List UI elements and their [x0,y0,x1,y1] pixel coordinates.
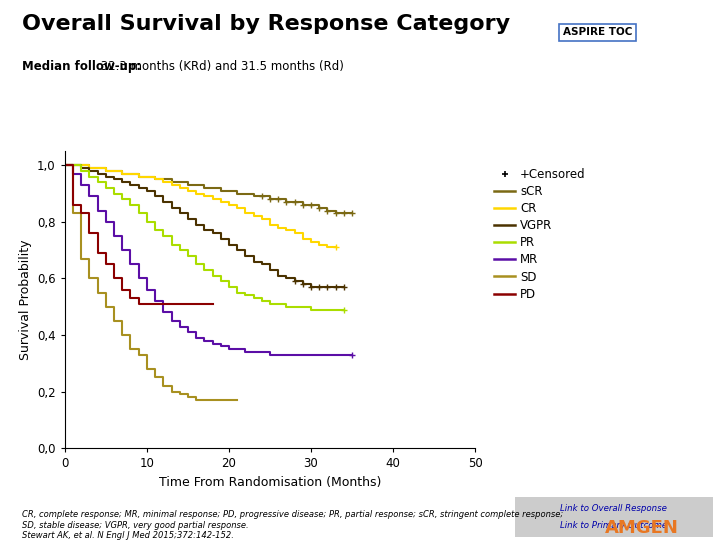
Text: ASPIRE TOC: ASPIRE TOC [563,28,632,37]
Y-axis label: Survival Probability: Survival Probability [19,239,32,360]
Text: 32.3 months (KRd) and 31.5 months (Rd): 32.3 months (KRd) and 31.5 months (Rd) [97,60,344,73]
X-axis label: Time From Randomisation (Months): Time From Randomisation (Months) [159,476,381,489]
Text: Median follow-up:: Median follow-up: [22,60,140,73]
Text: Link to Primary Outcome: Link to Primary Outcome [560,522,667,530]
Text: CR, complete response; MR, minimal response; PD, progressive disease; PR, partia: CR, complete response; MR, minimal respo… [22,510,563,540]
Text: Overall Survival by Response Category: Overall Survival by Response Category [22,14,510,33]
Text: Link to Overall Response: Link to Overall Response [560,504,667,512]
Legend: +Censored, sCR, CR, VGPR, PR, MR, SD, PD: +Censored, sCR, CR, VGPR, PR, MR, SD, PD [490,163,590,306]
Text: AMGEN: AMGEN [605,519,679,537]
